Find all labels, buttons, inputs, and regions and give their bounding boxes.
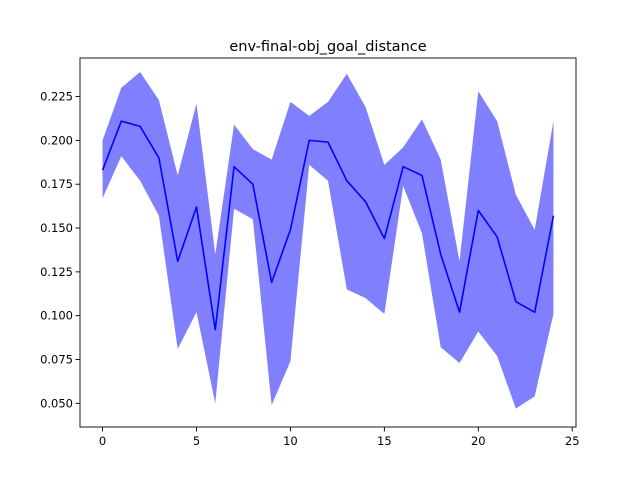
series-0-line	[101, 120, 555, 331]
axes: 0 5 10 15 20 25 0.050 0.075 0.100 0.125 0.150 0.175…	[40, 57, 580, 448]
axes-frame	[79, 57, 577, 428]
x-tick-label-0: 0	[99, 434, 106, 448]
x-tick-label-15: 15	[377, 434, 392, 448]
plot-area	[101, 72, 555, 409]
y-tick-label-7: 0.225	[40, 90, 73, 104]
y-tick-label-3: 0.125	[40, 265, 73, 279]
y-tick-label-6: 0.200	[40, 133, 73, 147]
x-tick-label-5: 5	[193, 434, 200, 448]
y-tick-label-2: 0.100	[40, 309, 73, 323]
x-tick-label-25: 25	[565, 434, 580, 448]
x-tick-label-20: 20	[471, 434, 486, 448]
chart-title: env-final-obj_goal_distance	[229, 39, 426, 55]
y-tick-label-5: 0.175	[40, 177, 73, 191]
y-tick-label-0: 0.050	[40, 396, 73, 410]
x-tick-label-10: 10	[283, 434, 298, 448]
y-tick-label-4: 0.150	[40, 221, 73, 235]
y-tick-label-1: 0.075	[40, 353, 73, 367]
